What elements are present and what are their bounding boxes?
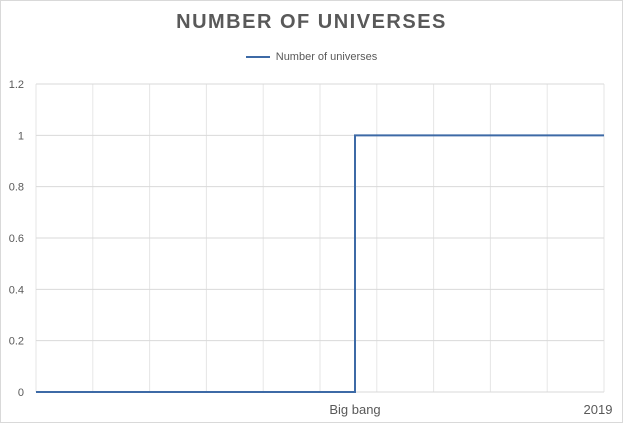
legend: Number of universes <box>1 51 622 63</box>
y-tick-label: 1.2 <box>9 79 24 91</box>
x-tick-label: Big bang <box>329 402 380 417</box>
series-line <box>36 134 604 393</box>
y-tick-label: 0 <box>18 387 24 399</box>
x-tick-label: 2019 <box>584 402 613 417</box>
legend-label: Number of universes <box>275 51 378 63</box>
y-tick-label: 0.8 <box>9 182 24 194</box>
chart-title: NUMBER OF UNIVERSES <box>176 11 447 33</box>
y-tick-label: 1 <box>18 130 24 142</box>
legend-swatch <box>245 56 270 58</box>
y-tick-label: 0.2 <box>9 336 24 348</box>
y-tick-label: 0.4 <box>9 284 24 296</box>
y-tick-label: 0.6 <box>9 233 24 245</box>
